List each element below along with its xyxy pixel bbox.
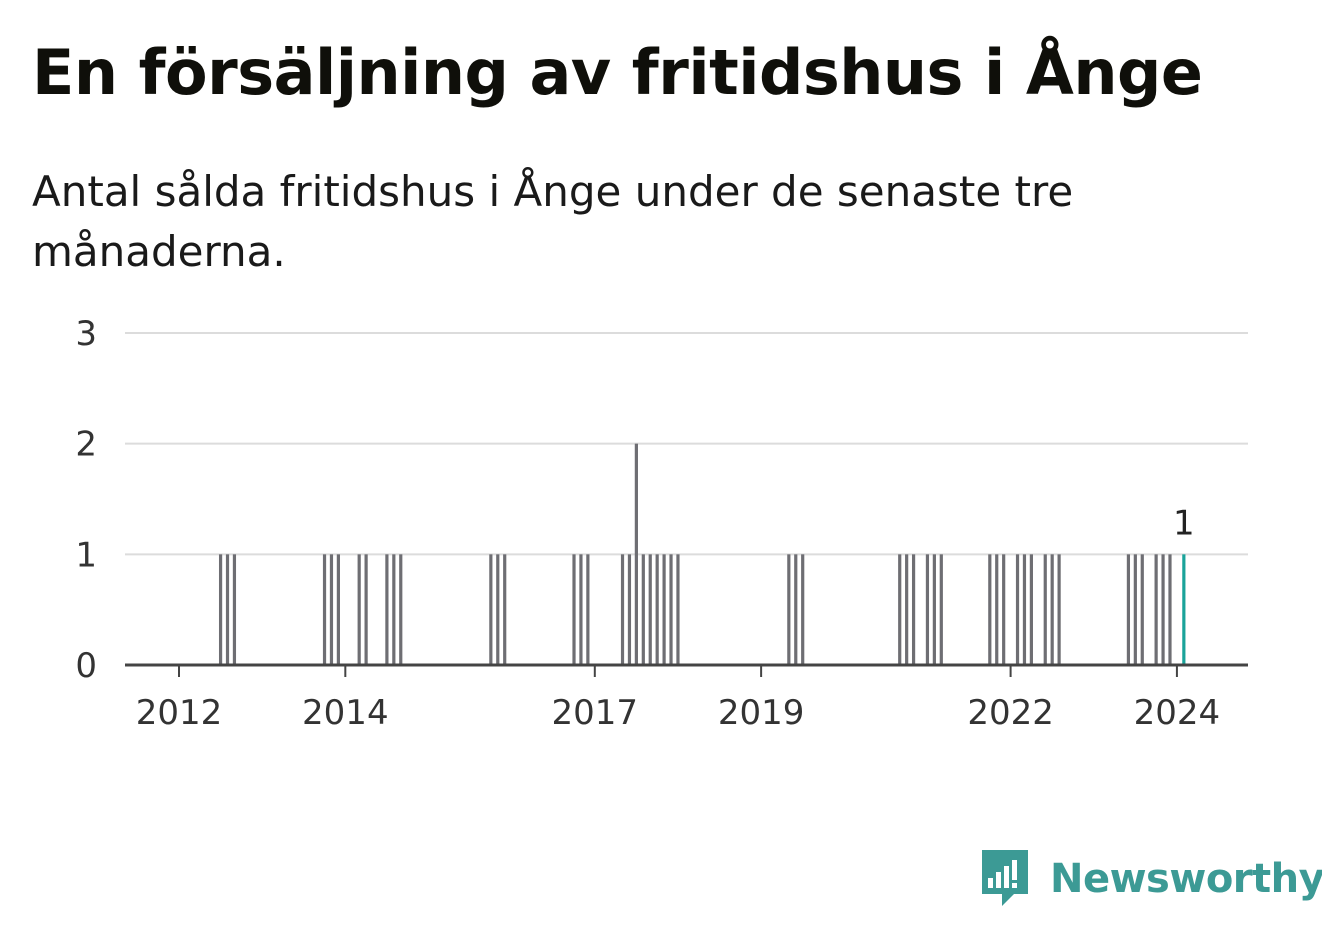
- newsworthy-logo-icon: [982, 850, 1028, 906]
- brand-name: Newsworthy: [1050, 856, 1322, 902]
- bar: [399, 554, 403, 665]
- bar: [489, 554, 493, 665]
- bar: [1126, 554, 1131, 665]
- bars: 1: [218, 443, 1195, 665]
- bar: [655, 554, 659, 665]
- bar: [1133, 554, 1137, 665]
- bar: [1022, 554, 1027, 665]
- bar: [322, 554, 327, 665]
- bar: [357, 554, 361, 665]
- bar: [801, 554, 805, 665]
- bar: [911, 554, 916, 665]
- bar: [634, 443, 638, 665]
- bar: [572, 554, 576, 665]
- bar: [579, 554, 583, 665]
- bar: [669, 554, 673, 665]
- bar: [1050, 554, 1054, 665]
- highlight-data-label: 1: [1173, 503, 1195, 543]
- bar: [939, 554, 943, 665]
- bar: [232, 554, 237, 665]
- bar: [1043, 554, 1047, 665]
- brand-logo: Newsworthy: [980, 848, 1322, 910]
- bar: [336, 554, 340, 665]
- bar: [905, 554, 909, 665]
- x-tick-label: 2014: [302, 693, 389, 733]
- bar: [1154, 554, 1158, 665]
- bar: [586, 554, 590, 665]
- bar: [932, 554, 936, 665]
- bar: [1161, 554, 1165, 665]
- bar: [898, 554, 902, 665]
- bar-highlight: [1182, 554, 1186, 665]
- bar: [218, 554, 223, 665]
- bar: [676, 554, 680, 665]
- chart-title: En försäljning av fritidshus i Ånge: [32, 36, 1203, 109]
- x-tick-label: 2012: [136, 693, 223, 733]
- x-tick-label: 2019: [718, 693, 805, 733]
- bar: [627, 554, 632, 665]
- bar: [385, 554, 389, 665]
- bar: [1168, 554, 1172, 665]
- bar: [503, 554, 507, 665]
- gridlines: [125, 332, 1248, 556]
- x-tick-label: 2024: [1134, 693, 1221, 733]
- bar: [1002, 554, 1006, 665]
- y-tick-label: 2: [75, 425, 97, 465]
- chart-subtitle: Antal sålda fritidshus i Ånge under de s…: [32, 167, 1074, 276]
- axes: 0 1 2 3 2012 2014 2017 2019 2022 2024: [75, 314, 1248, 733]
- x-tick-label: 2022: [967, 693, 1054, 733]
- y-tick-label: 1: [75, 535, 97, 575]
- bar: [329, 554, 334, 665]
- bar: [641, 554, 645, 665]
- bar: [1057, 554, 1061, 665]
- bar: [662, 554, 666, 665]
- bar: [392, 554, 396, 665]
- bar: [648, 554, 652, 665]
- bar: [225, 554, 230, 665]
- bar: [1029, 554, 1033, 665]
- y-tick-label: 0: [75, 646, 97, 686]
- x-tick-label: 2017: [552, 693, 639, 733]
- bar: [496, 554, 500, 665]
- y-tick-label: 3: [75, 314, 97, 354]
- bar: [1140, 554, 1144, 665]
- bar: [995, 554, 999, 665]
- bar: [1015, 554, 1020, 665]
- bar: [988, 554, 992, 665]
- bar: [925, 554, 930, 665]
- bar: [787, 554, 791, 665]
- bar: [620, 554, 625, 665]
- bar: [794, 554, 798, 665]
- bar: [364, 554, 368, 665]
